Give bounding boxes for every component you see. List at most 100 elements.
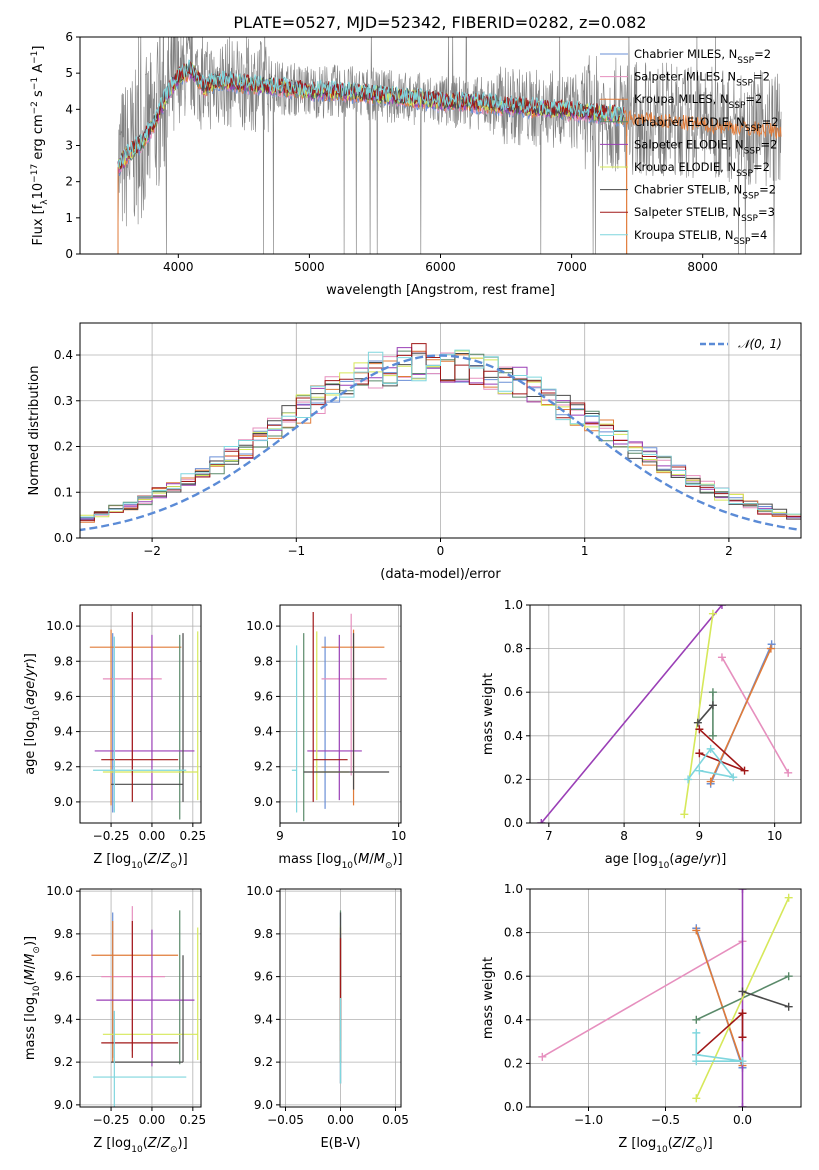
weight-line-salpeter-miles bbox=[721, 656, 789, 774]
weight-marker-salpeter-miles bbox=[717, 653, 726, 662]
y-tick-label: 9.4 bbox=[254, 1012, 273, 1026]
weight-marker-salpeter-elodie bbox=[717, 605, 726, 609]
x-tick-label: −1.0 bbox=[574, 1113, 603, 1127]
weight-marker-kroupa-miles bbox=[706, 777, 715, 786]
weight-lines bbox=[537, 605, 793, 823]
y-tick-label: 9.4 bbox=[54, 1012, 73, 1026]
label-part: )] bbox=[716, 852, 726, 867]
axes-frame: −0.25 0.00 0.259.09.29.49.69.810.0Z [log10… bbox=[23, 884, 206, 1155]
label-part: yr bbox=[702, 852, 718, 867]
label-part: wavelength [Angstrom, rest frame] bbox=[326, 283, 555, 298]
legend-label: Chabrier ELODIE, NSSP=2 bbox=[634, 115, 779, 134]
label-part: ( bbox=[668, 1136, 673, 1151]
label-part: ( bbox=[353, 852, 358, 867]
weight-marker-kroupa-stelib bbox=[729, 773, 738, 782]
weight-marker-kroupa-miles bbox=[766, 644, 775, 653]
label-part: Chabrier STELIB, N bbox=[634, 183, 742, 197]
label-part: 10 bbox=[342, 861, 354, 871]
legend-label: Chabrier STELIB, NSSP=2 bbox=[634, 183, 776, 202]
label-part: Z bbox=[685, 1136, 696, 1151]
x-axis-label: age [log10(age/yr)] bbox=[605, 852, 727, 871]
label-part: 10 bbox=[32, 710, 42, 722]
panel-mass-vs-Z: −0.25 0.00 0.259.09.29.49.69.810.0Z [log10… bbox=[23, 884, 206, 1155]
label-part: A bbox=[31, 64, 46, 77]
label-part: )] bbox=[23, 936, 38, 946]
y-tick-label: 9.8 bbox=[54, 654, 73, 668]
weight-line-kroupa-miles bbox=[695, 930, 744, 1066]
weight-marker-kroupa-stelib bbox=[684, 775, 693, 784]
label-part: Z bbox=[147, 852, 158, 867]
label-part: Z [log bbox=[618, 1136, 656, 1151]
legend-label: Kroupa MILES, NSSP=2 bbox=[634, 92, 762, 111]
label-part: )] bbox=[178, 852, 188, 867]
x-tick-label: 9 bbox=[276, 829, 284, 843]
label-part: 10 bbox=[131, 1145, 143, 1155]
x-axis-label: Z [log10(Z/Z⊙)] bbox=[93, 1136, 187, 1155]
label-part: =2 bbox=[761, 137, 778, 151]
label-part: =2 bbox=[762, 115, 779, 129]
weight-marker-salpeter-stelib bbox=[695, 749, 704, 758]
label-part: =2 bbox=[759, 183, 776, 197]
label-part: 10 bbox=[131, 861, 143, 871]
weight-marker-salpeter-elodie bbox=[738, 1103, 747, 1107]
label-part: SSP bbox=[736, 169, 753, 179]
y-tick-label: 9.6 bbox=[254, 689, 273, 703]
y-tick-label: 0.0 bbox=[54, 531, 73, 545]
x-tick-label: 8 bbox=[620, 829, 628, 843]
gridlines bbox=[80, 889, 201, 1107]
weight-marker-kroupa-miles bbox=[692, 926, 701, 935]
y-tick-label: 6 bbox=[65, 30, 73, 44]
label-part: log bbox=[322, 852, 342, 867]
y-axis-label: Normed distribution bbox=[27, 366, 42, 496]
legend-label: Salpeter MILES, NSSP=2 bbox=[634, 70, 770, 89]
x-tick-label: 7 bbox=[545, 829, 553, 843]
label-part: Kroupa MILES, N bbox=[634, 92, 729, 106]
y-axis-label: mass [log10(M/M⊙)] bbox=[23, 936, 42, 1060]
weight-marker-kroupa-stelib bbox=[706, 744, 715, 753]
y-tick-label: 9.0 bbox=[254, 795, 273, 809]
label-part: SSP bbox=[742, 192, 759, 202]
x-tick-label: 2 bbox=[725, 544, 733, 558]
label-part: / bbox=[23, 676, 38, 681]
label-part: )] bbox=[178, 1136, 188, 1151]
label-part: M bbox=[23, 969, 38, 980]
observed-spectrum bbox=[117, 37, 782, 254]
figure-title: PLATE=0527, MJD=52342, FIBERID=0282, z=0… bbox=[233, 13, 646, 32]
x-tick-label: 0.00 bbox=[139, 829, 166, 843]
label-part: Salpeter MILES, N bbox=[634, 70, 736, 84]
label-part: ( bbox=[143, 1136, 148, 1151]
x-tick-label: 10 bbox=[767, 829, 782, 843]
x-axis-label: wavelength [Angstrom, rest frame] bbox=[326, 283, 555, 298]
x-tick-label: 10 bbox=[391, 829, 406, 843]
label-part: =2 bbox=[745, 92, 762, 106]
x-axis-label: Z [log10(Z/Z⊙)] bbox=[618, 1136, 712, 1155]
y-tick-label: 10.0 bbox=[46, 619, 73, 633]
label-part: yr bbox=[23, 662, 38, 678]
x-tick-label: −2 bbox=[143, 544, 161, 558]
plot-area bbox=[80, 343, 801, 532]
histogram-kroupa-stelib bbox=[80, 349, 801, 524]
y-axis-label: age [log10(age/yr)] bbox=[23, 653, 42, 775]
label-part: M bbox=[23, 954, 38, 965]
legend-label: Salpeter STELIB, NSSP=3 bbox=[634, 205, 775, 224]
label-part: (data-model)/error bbox=[380, 567, 501, 582]
weight-marker-kroupa-elodie bbox=[692, 1094, 701, 1103]
weight-marker-salpeter-miles bbox=[538, 1052, 547, 1061]
y-tick-label: 9.6 bbox=[54, 970, 73, 984]
x-axis-label: E(B-V) bbox=[320, 1136, 360, 1151]
weight-marker-kroupa-elodie bbox=[708, 609, 717, 618]
label-part: Salpeter STELIB, N bbox=[634, 205, 741, 219]
weight-marker-kroupa-stelib bbox=[738, 1057, 747, 1066]
y-tick-label: 10.0 bbox=[46, 884, 73, 898]
label-part: ⊙ bbox=[695, 1145, 703, 1155]
label-part: SSP bbox=[729, 101, 746, 111]
label-part: log bbox=[23, 997, 38, 1017]
legend: 𝒩(0, 1) bbox=[700, 337, 782, 351]
legend-label: Kroupa ELODIE, NSSP=2 bbox=[634, 160, 770, 179]
y-tick-label: 9.8 bbox=[54, 927, 73, 941]
label-part: SSP bbox=[744, 146, 761, 156]
axes-border bbox=[529, 604, 802, 824]
label-part: Salpeter ELODIE, N bbox=[634, 137, 744, 151]
